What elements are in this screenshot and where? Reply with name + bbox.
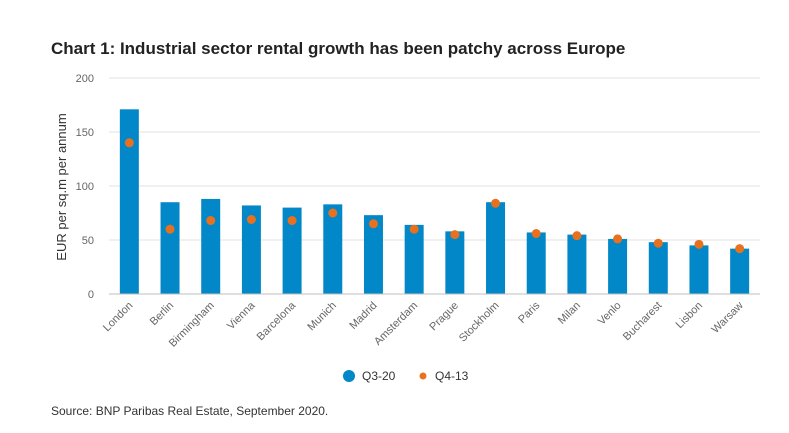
bar-london[interactable]: [119, 109, 139, 294]
bar-warsaw[interactable]: [730, 248, 750, 294]
x-tick-label: London: [101, 300, 135, 334]
dot-warsaw[interactable]: [735, 244, 745, 254]
x-tick-label: Paris: [516, 299, 543, 326]
dot-lisbon[interactable]: [694, 239, 704, 249]
x-tick-label: Warsaw: [709, 300, 745, 336]
dot-munich[interactable]: [328, 208, 338, 218]
dot-vienna[interactable]: [246, 214, 256, 224]
legend-swatch-q3-20: [343, 370, 355, 382]
x-tick-label: Amsterdam: [372, 300, 420, 348]
bar-stockholm[interactable]: [486, 202, 506, 294]
dot-venlo[interactable]: [613, 234, 623, 244]
x-tick-label: Milan: [556, 300, 583, 327]
x-tick-label: Madrid: [347, 300, 379, 332]
y-tick-label: 150: [76, 127, 94, 139]
x-tick-label: Stockholm: [457, 300, 502, 345]
chart-title: Chart 1: Industrial sector rental growth…: [51, 39, 626, 58]
dot-milan[interactable]: [572, 231, 582, 241]
bar-madrid[interactable]: [363, 215, 383, 294]
y-axis-label: EUR per sq.m per annum: [54, 113, 69, 260]
x-tick-label: Vienna: [225, 299, 258, 332]
legend-swatch-q4-13: [419, 372, 427, 380]
y-tick-label: 100: [76, 181, 94, 193]
dots-q4-13: [124, 138, 745, 254]
bar-lisbon[interactable]: [689, 245, 709, 294]
dot-berlin[interactable]: [165, 224, 175, 234]
dot-paris[interactable]: [531, 229, 541, 239]
bar-milan[interactable]: [567, 234, 587, 294]
y-tick-label: 0: [88, 289, 94, 301]
x-tick-label: Venlo: [596, 300, 624, 328]
bar-berlin[interactable]: [160, 202, 180, 294]
bar-paris[interactable]: [526, 232, 546, 294]
bar-prague[interactable]: [445, 231, 465, 294]
x-tick-label: Munich: [305, 300, 339, 334]
y-tick-labels: 0 50 100 150 200: [76, 73, 94, 301]
y-tick-label: 200: [76, 73, 94, 85]
bar-amsterdam[interactable]: [404, 224, 424, 294]
bar-vienna[interactable]: [241, 205, 261, 294]
y-tick-label: 50: [82, 235, 94, 247]
bars-q3-20: [119, 109, 750, 294]
bar-barcelona[interactable]: [282, 207, 302, 294]
dot-amsterdam[interactable]: [409, 224, 419, 234]
legend-label-q3-20: Q3-20: [362, 369, 396, 383]
x-tick-label: Berlin: [148, 300, 176, 328]
bar-bucharest[interactable]: [648, 242, 668, 294]
bar-munich[interactable]: [323, 204, 343, 294]
dot-stockholm[interactable]: [491, 198, 501, 208]
x-tick-label: Lisbon: [674, 300, 705, 331]
dot-birmingham[interactable]: [206, 216, 216, 226]
dot-bucharest[interactable]: [653, 238, 663, 248]
dot-madrid[interactable]: [368, 219, 378, 229]
bar-birmingham[interactable]: [201, 198, 221, 294]
dot-prague[interactable]: [450, 230, 460, 240]
source-note: Source: BNP Paribas Real Estate, Septemb…: [51, 404, 329, 418]
legend: Q3-20 Q4-13: [343, 369, 469, 383]
legend-label-q4-13: Q4-13: [435, 369, 469, 383]
dot-london[interactable]: [124, 138, 134, 148]
dot-barcelona[interactable]: [287, 216, 297, 226]
bar-venlo[interactable]: [608, 238, 628, 294]
x-tick-label: Prague: [427, 300, 461, 334]
x-tick-label: Barcelona: [255, 299, 299, 343]
x-tick-label: Bucharest: [621, 300, 665, 344]
